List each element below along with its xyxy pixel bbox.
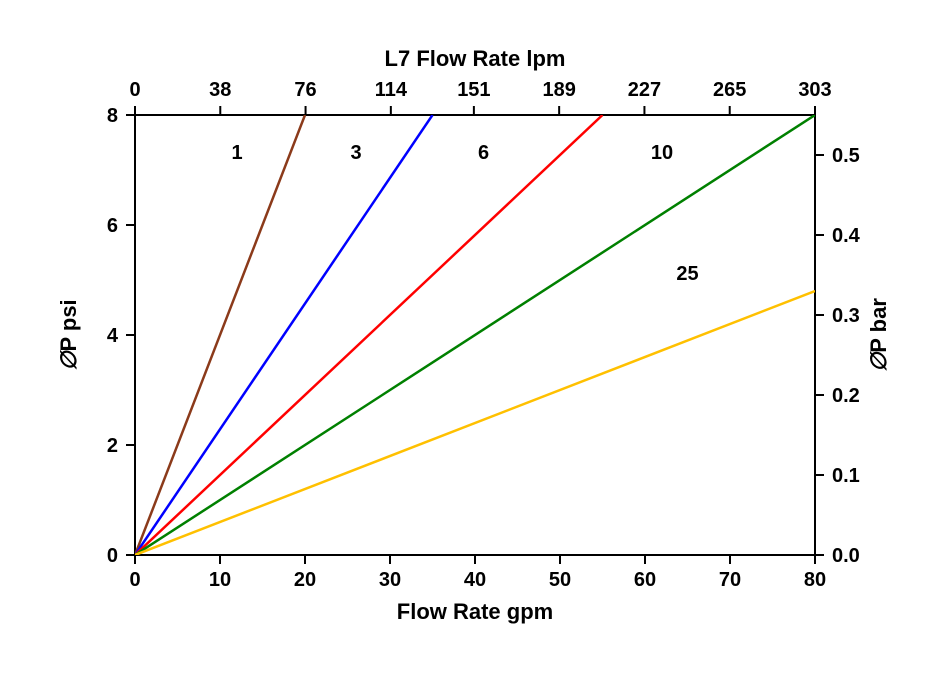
y-right-tick: 0.1 bbox=[832, 465, 860, 487]
x-top-label: L7 Flow Rate lpm bbox=[385, 46, 566, 71]
y-right-label: ∅P bar bbox=[866, 298, 891, 372]
chart-container: 01020304050607080Flow Rate gpm0387611415… bbox=[0, 0, 948, 690]
y-right-tick: 0.3 bbox=[832, 305, 860, 327]
x-bottom-tick: 0 bbox=[129, 569, 140, 591]
series-label-3: 3 bbox=[350, 142, 361, 164]
y-left-tick: 2 bbox=[107, 435, 118, 457]
y-right-tick: 0.5 bbox=[832, 145, 860, 167]
y-left-tick: 8 bbox=[107, 105, 118, 127]
y-right-tick: 0.2 bbox=[832, 385, 860, 407]
y-left-tick: 4 bbox=[107, 325, 119, 347]
x-top-tick: 265 bbox=[713, 79, 746, 101]
flow-rate-chart: 01020304050607080Flow Rate gpm0387611415… bbox=[0, 0, 948, 690]
x-bottom-tick: 40 bbox=[464, 569, 486, 591]
x-bottom-tick: 70 bbox=[719, 569, 741, 591]
series-label-1: 1 bbox=[231, 142, 242, 164]
x-top-tick: 38 bbox=[209, 79, 231, 101]
x-bottom-label: Flow Rate gpm bbox=[397, 599, 553, 624]
x-bottom-tick: 30 bbox=[379, 569, 401, 591]
x-bottom-tick: 50 bbox=[549, 569, 571, 591]
x-top-tick: 76 bbox=[294, 79, 316, 101]
x-top-tick: 189 bbox=[542, 79, 575, 101]
x-bottom-tick: 10 bbox=[209, 569, 231, 591]
x-top-tick: 151 bbox=[457, 79, 490, 101]
x-bottom-tick: 60 bbox=[634, 569, 656, 591]
y-left-tick: 6 bbox=[107, 215, 118, 237]
series-label-25: 25 bbox=[676, 263, 698, 285]
x-bottom-tick: 20 bbox=[294, 569, 316, 591]
y-right-tick: 0.4 bbox=[832, 225, 861, 247]
y-left-label: ∅P psi bbox=[56, 299, 81, 370]
series-label-6: 6 bbox=[478, 142, 489, 164]
x-bottom-tick: 80 bbox=[804, 569, 826, 591]
x-top-tick: 114 bbox=[375, 79, 408, 101]
x-top-tick: 227 bbox=[628, 79, 661, 101]
series-label-10: 10 bbox=[651, 142, 673, 164]
y-left-tick: 0 bbox=[107, 545, 118, 567]
y-right-tick: 0.0 bbox=[832, 545, 860, 567]
x-top-tick: 303 bbox=[798, 79, 831, 101]
x-top-tick: 0 bbox=[129, 79, 140, 101]
